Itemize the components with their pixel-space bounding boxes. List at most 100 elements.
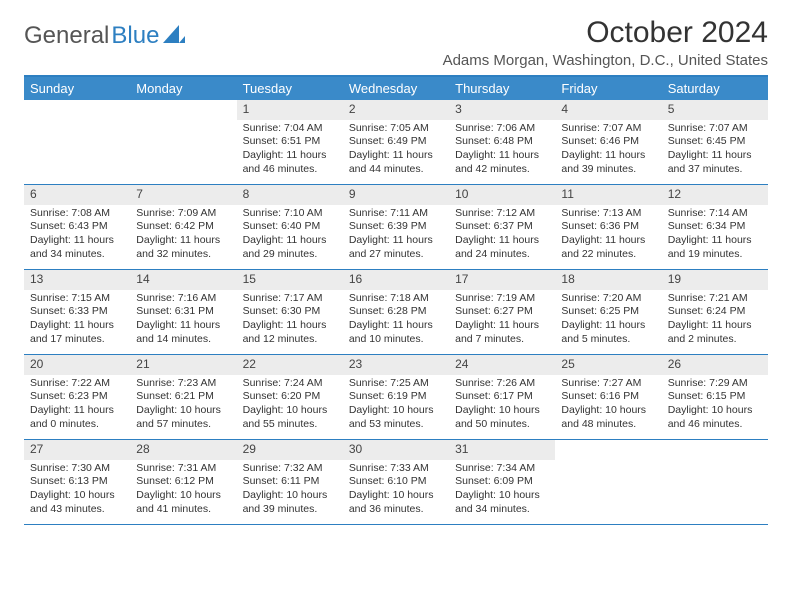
daylight-text: Daylight: 10 hours and 53 minutes. xyxy=(349,404,443,431)
daylight-text: Daylight: 11 hours and 32 minutes. xyxy=(136,234,230,261)
sunrise-text: Sunrise: 7:25 AM xyxy=(349,377,443,391)
daylight-text: Daylight: 11 hours and 42 minutes. xyxy=(455,149,549,176)
title-block: October 2024 Adams Morgan, Washington, D… xyxy=(443,16,768,69)
weekday-header: Sunday xyxy=(24,77,130,100)
daylight-text: Daylight: 10 hours and 48 minutes. xyxy=(561,404,655,431)
sunset-text: Sunset: 6:42 PM xyxy=(136,220,230,234)
daylight-text: Daylight: 11 hours and 46 minutes. xyxy=(243,149,337,176)
day-cell: 19Sunrise: 7:21 AMSunset: 6:24 PMDayligh… xyxy=(662,270,768,354)
sunrise-text: Sunrise: 7:18 AM xyxy=(349,292,443,306)
day-body: Sunrise: 7:07 AMSunset: 6:45 PMDaylight:… xyxy=(662,120,768,181)
daylight-text: Daylight: 11 hours and 24 minutes. xyxy=(455,234,549,261)
day-body: Sunrise: 7:29 AMSunset: 6:15 PMDaylight:… xyxy=(662,375,768,436)
day-cell: 30Sunrise: 7:33 AMSunset: 6:10 PMDayligh… xyxy=(343,440,449,524)
day-number: 27 xyxy=(24,440,130,460)
day-cell: 25Sunrise: 7:27 AMSunset: 6:16 PMDayligh… xyxy=(555,355,661,439)
day-cell xyxy=(662,440,768,524)
logo-text-blue: Blue xyxy=(111,22,159,50)
sunrise-text: Sunrise: 7:10 AM xyxy=(243,207,337,221)
day-number: 9 xyxy=(343,185,449,205)
sunrise-text: Sunrise: 7:21 AM xyxy=(668,292,762,306)
sunset-text: Sunset: 6:16 PM xyxy=(561,390,655,404)
day-cell: 7Sunrise: 7:09 AMSunset: 6:42 PMDaylight… xyxy=(130,185,236,269)
day-cell: 18Sunrise: 7:20 AMSunset: 6:25 PMDayligh… xyxy=(555,270,661,354)
day-number: 13 xyxy=(24,270,130,290)
day-cell xyxy=(555,440,661,524)
day-cell: 6Sunrise: 7:08 AMSunset: 6:43 PMDaylight… xyxy=(24,185,130,269)
day-body: Sunrise: 7:16 AMSunset: 6:31 PMDaylight:… xyxy=(130,290,236,351)
sunrise-text: Sunrise: 7:13 AM xyxy=(561,207,655,221)
day-number: 3 xyxy=(449,100,555,120)
sunset-text: Sunset: 6:09 PM xyxy=(455,475,549,489)
sunset-text: Sunset: 6:15 PM xyxy=(668,390,762,404)
logo-text-gray: General xyxy=(24,22,109,50)
day-body: Sunrise: 7:33 AMSunset: 6:10 PMDaylight:… xyxy=(343,460,449,521)
daylight-text: Daylight: 10 hours and 34 minutes. xyxy=(455,489,549,516)
sunrise-text: Sunrise: 7:23 AM xyxy=(136,377,230,391)
day-number: 17 xyxy=(449,270,555,290)
day-body: Sunrise: 7:09 AMSunset: 6:42 PMDaylight:… xyxy=(130,205,236,266)
sunset-text: Sunset: 6:31 PM xyxy=(136,305,230,319)
daylight-text: Daylight: 11 hours and 27 minutes. xyxy=(349,234,443,261)
day-number: 31 xyxy=(449,440,555,460)
sunset-text: Sunset: 6:33 PM xyxy=(30,305,124,319)
daylight-text: Daylight: 11 hours and 19 minutes. xyxy=(668,234,762,261)
day-cell: 1Sunrise: 7:04 AMSunset: 6:51 PMDaylight… xyxy=(237,100,343,184)
day-cell: 14Sunrise: 7:16 AMSunset: 6:31 PMDayligh… xyxy=(130,270,236,354)
day-body: Sunrise: 7:32 AMSunset: 6:11 PMDaylight:… xyxy=(237,460,343,521)
sunrise-text: Sunrise: 7:07 AM xyxy=(561,122,655,136)
daylight-text: Daylight: 11 hours and 34 minutes. xyxy=(30,234,124,261)
day-cell: 10Sunrise: 7:12 AMSunset: 6:37 PMDayligh… xyxy=(449,185,555,269)
daylight-text: Daylight: 11 hours and 29 minutes. xyxy=(243,234,337,261)
day-number: 5 xyxy=(662,100,768,120)
daylight-text: Daylight: 10 hours and 36 minutes. xyxy=(349,489,443,516)
sunset-text: Sunset: 6:19 PM xyxy=(349,390,443,404)
day-number: 4 xyxy=(555,100,661,120)
day-number: 7 xyxy=(130,185,236,205)
day-number: 14 xyxy=(130,270,236,290)
day-body: Sunrise: 7:04 AMSunset: 6:51 PMDaylight:… xyxy=(237,120,343,181)
day-body: Sunrise: 7:26 AMSunset: 6:17 PMDaylight:… xyxy=(449,375,555,436)
week-row: 27Sunrise: 7:30 AMSunset: 6:13 PMDayligh… xyxy=(24,440,768,525)
month-title: October 2024 xyxy=(443,16,768,50)
day-number: 2 xyxy=(343,100,449,120)
location-subtitle: Adams Morgan, Washington, D.C., United S… xyxy=(443,52,768,69)
daylight-text: Daylight: 10 hours and 39 minutes. xyxy=(243,489,337,516)
day-body: Sunrise: 7:23 AMSunset: 6:21 PMDaylight:… xyxy=(130,375,236,436)
day-cell: 17Sunrise: 7:19 AMSunset: 6:27 PMDayligh… xyxy=(449,270,555,354)
day-number: 28 xyxy=(130,440,236,460)
sunrise-text: Sunrise: 7:05 AM xyxy=(349,122,443,136)
sunrise-text: Sunrise: 7:33 AM xyxy=(349,462,443,476)
day-number: 12 xyxy=(662,185,768,205)
day-number: 22 xyxy=(237,355,343,375)
weekday-header: Tuesday xyxy=(237,77,343,100)
day-cell: 8Sunrise: 7:10 AMSunset: 6:40 PMDaylight… xyxy=(237,185,343,269)
day-body: Sunrise: 7:30 AMSunset: 6:13 PMDaylight:… xyxy=(24,460,130,521)
sunset-text: Sunset: 6:24 PM xyxy=(668,305,762,319)
sunset-text: Sunset: 6:11 PM xyxy=(243,475,337,489)
logo: GeneralBlue xyxy=(24,22,185,50)
day-cell: 15Sunrise: 7:17 AMSunset: 6:30 PMDayligh… xyxy=(237,270,343,354)
day-number: 24 xyxy=(449,355,555,375)
sunset-text: Sunset: 6:28 PM xyxy=(349,305,443,319)
daylight-text: Daylight: 11 hours and 7 minutes. xyxy=(455,319,549,346)
sunrise-text: Sunrise: 7:31 AM xyxy=(136,462,230,476)
daylight-text: Daylight: 11 hours and 2 minutes. xyxy=(668,319,762,346)
sunset-text: Sunset: 6:51 PM xyxy=(243,135,337,149)
week-row: 1Sunrise: 7:04 AMSunset: 6:51 PMDaylight… xyxy=(24,100,768,185)
sunset-text: Sunset: 6:23 PM xyxy=(30,390,124,404)
day-cell: 16Sunrise: 7:18 AMSunset: 6:28 PMDayligh… xyxy=(343,270,449,354)
day-body: Sunrise: 7:10 AMSunset: 6:40 PMDaylight:… xyxy=(237,205,343,266)
sunrise-text: Sunrise: 7:20 AM xyxy=(561,292,655,306)
sunrise-text: Sunrise: 7:30 AM xyxy=(30,462,124,476)
daylight-text: Daylight: 10 hours and 57 minutes. xyxy=(136,404,230,431)
sunrise-text: Sunrise: 7:12 AM xyxy=(455,207,549,221)
day-number: 30 xyxy=(343,440,449,460)
daylight-text: Daylight: 11 hours and 14 minutes. xyxy=(136,319,230,346)
day-body: Sunrise: 7:07 AMSunset: 6:46 PMDaylight:… xyxy=(555,120,661,181)
day-cell: 22Sunrise: 7:24 AMSunset: 6:20 PMDayligh… xyxy=(237,355,343,439)
day-body: Sunrise: 7:21 AMSunset: 6:24 PMDaylight:… xyxy=(662,290,768,351)
header: GeneralBlue October 2024 Adams Morgan, W… xyxy=(24,16,768,69)
day-body: Sunrise: 7:25 AMSunset: 6:19 PMDaylight:… xyxy=(343,375,449,436)
sunrise-text: Sunrise: 7:14 AM xyxy=(668,207,762,221)
